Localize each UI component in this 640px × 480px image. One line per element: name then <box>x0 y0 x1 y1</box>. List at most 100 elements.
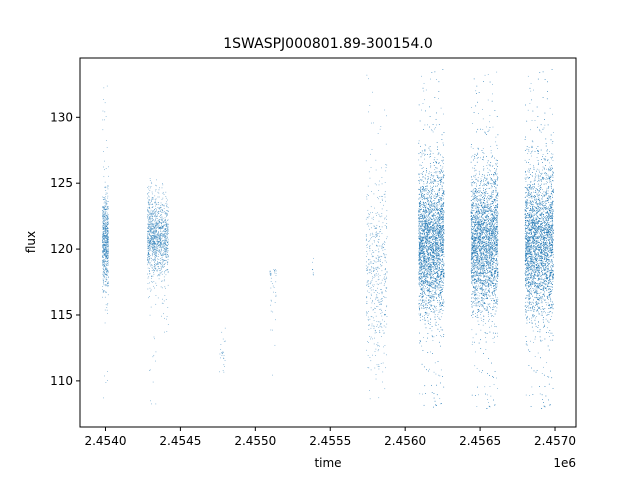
data-point <box>156 253 157 255</box>
data-point <box>149 237 151 239</box>
data-point <box>103 208 105 210</box>
data-point <box>365 265 367 267</box>
data-point <box>149 217 150 219</box>
data-point <box>155 282 157 284</box>
data-point <box>147 246 149 248</box>
data-point <box>166 203 168 205</box>
data-point <box>148 222 150 224</box>
data-point <box>103 290 104 292</box>
data-point <box>384 241 385 243</box>
data-point <box>223 340 225 342</box>
data-point <box>422 213 424 215</box>
data-point <box>370 212 371 214</box>
data-point <box>106 279 107 281</box>
data-point <box>102 228 104 230</box>
data-point <box>150 257 152 259</box>
data-point <box>366 238 367 240</box>
data-point <box>105 190 107 191</box>
data-point <box>103 207 105 209</box>
data-point <box>421 154 423 156</box>
data-point <box>379 325 381 327</box>
data-point <box>165 222 166 223</box>
data-point <box>377 241 379 242</box>
data-point <box>108 217 109 219</box>
data-point <box>102 229 104 230</box>
data-point <box>436 247 438 249</box>
data-point <box>377 196 378 198</box>
data-point <box>148 207 150 208</box>
data-point <box>152 198 154 200</box>
data-point <box>149 217 151 219</box>
data-point <box>436 227 437 229</box>
data-point <box>375 298 376 300</box>
data-point <box>375 308 376 309</box>
data-point <box>151 267 153 268</box>
data-point <box>432 308 434 309</box>
data-point <box>147 251 149 253</box>
data-point <box>424 254 425 256</box>
data-point <box>383 296 384 297</box>
data-point <box>422 206 423 208</box>
data-point <box>103 284 105 286</box>
data-point <box>102 255 104 256</box>
data-point <box>161 209 163 210</box>
data-point <box>434 252 436 254</box>
data-point <box>107 281 109 283</box>
data-point <box>165 251 167 253</box>
data-point <box>148 203 150 205</box>
data-point <box>441 169 442 171</box>
data-point <box>104 250 106 251</box>
data-point <box>164 331 165 333</box>
data-point <box>430 210 432 212</box>
data-point <box>421 109 422 111</box>
data-point <box>370 297 371 299</box>
data-point <box>166 233 168 234</box>
data-point <box>374 312 376 313</box>
data-point <box>433 371 435 373</box>
data-point <box>161 315 162 317</box>
data-point <box>106 232 108 234</box>
data-point <box>158 241 160 243</box>
data-point <box>164 239 166 241</box>
data-point <box>372 219 374 221</box>
data-point <box>419 280 420 281</box>
data-point <box>372 317 374 319</box>
data-point <box>372 250 373 251</box>
data-point <box>164 237 166 238</box>
data-point <box>386 238 387 240</box>
data-point <box>105 231 107 233</box>
data-point <box>164 242 166 243</box>
data-point <box>154 242 156 244</box>
data-point <box>439 293 440 294</box>
data-point <box>166 261 168 263</box>
data-point <box>152 198 153 200</box>
data-point <box>425 227 427 229</box>
data-point <box>423 210 424 211</box>
data-point <box>104 236 106 238</box>
data-point <box>154 234 156 236</box>
data-point <box>149 273 151 275</box>
data-point <box>167 244 169 245</box>
data-point <box>425 190 427 192</box>
data-point <box>104 249 105 251</box>
data-point <box>376 324 378 326</box>
data-point <box>102 252 103 253</box>
data-point <box>374 268 376 269</box>
data-point <box>431 257 432 258</box>
data-point <box>155 243 156 244</box>
data-point <box>165 244 167 246</box>
data-point <box>107 221 109 223</box>
data-point <box>155 213 157 215</box>
data-point <box>432 205 434 207</box>
data-point <box>151 243 153 245</box>
data-point <box>160 214 161 216</box>
data-point <box>428 260 430 261</box>
data-point <box>424 304 426 306</box>
data-point <box>425 89 427 91</box>
data-point <box>102 212 103 214</box>
data-point <box>106 261 108 263</box>
data-point <box>369 335 370 337</box>
data-point <box>104 375 105 377</box>
data-point <box>437 228 438 230</box>
data-point <box>381 298 383 300</box>
